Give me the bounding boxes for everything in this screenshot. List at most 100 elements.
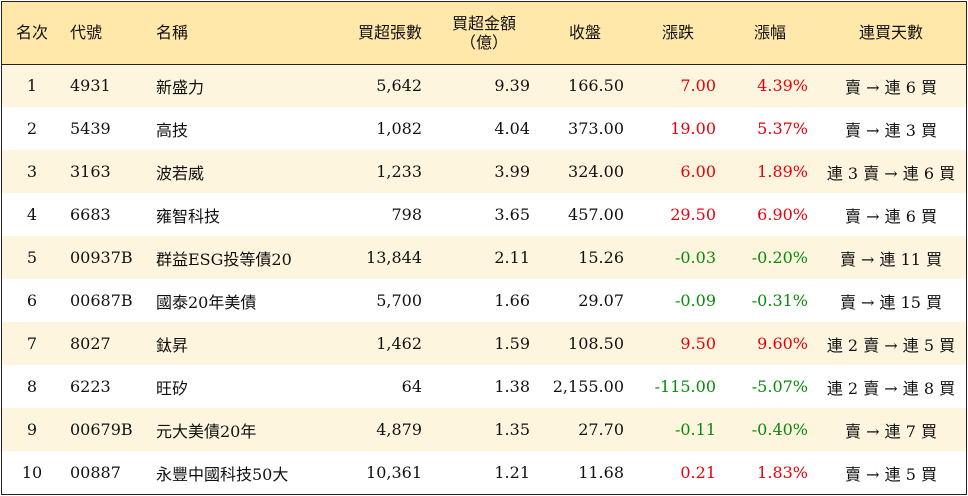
cell-consecutive-days: 連 3 賣 → 連 6 買 (826, 163, 956, 183)
cell-net-buy-amount: 4.04 (494, 119, 530, 138)
cell-net-buy-amount: 2.11 (494, 248, 530, 267)
cell-change-pct: -0.31% (751, 291, 808, 310)
cell-change: 7.00 (680, 76, 716, 96)
cell-rank: 9 (26, 420, 38, 439)
table-row: 10 00887 永豐中國科技50大 10,361 1.21 11.68 0.21 1.83%… (2, 451, 966, 494)
cell-change: 0.21 (680, 463, 716, 482)
cell-code: 00887 (70, 463, 121, 482)
header-net-buy-amount: 買超金額 （億） (430, 2, 538, 65)
cell-code: 00679B (70, 420, 133, 439)
cell-name: 雍智科技 (156, 206, 221, 226)
table-row: 3 3163 波若威 1,233 3.99 324.00 6.00 1.89% 連 3 賣 → … (2, 150, 966, 193)
cell-rank: 1 (26, 76, 38, 96)
cell-consecutive-days: 賣 → 連 15 買 (839, 292, 943, 312)
header-change: 漲跌 (632, 2, 724, 65)
cell-net-buy-amount: 1.59 (494, 334, 530, 353)
cell-net-buy-shares: 5,700 (376, 291, 422, 310)
cell-net-buy-amount: 1.21 (494, 463, 530, 482)
cell-net-buy-shares: 1,082 (376, 119, 422, 138)
cell-net-buy-amount: 1.35 (494, 420, 530, 439)
header-row: 名次 代號 名稱 買超張數 買超金額 （億） 收盤 漲跌 漲幅 連買天數 (2, 2, 966, 65)
cell-consecutive-days: 賣 → 連 3 買 (845, 120, 937, 140)
cell-consecutive-days: 連 2 賣 → 連 5 買 (826, 335, 956, 355)
cell-name: 群益ESG投等債20 (156, 249, 292, 269)
cell-change: 9.50 (680, 334, 716, 353)
cell-code: 6223 (70, 377, 111, 396)
cell-change-pct: 4.39% (757, 76, 808, 96)
cell-code: 5439 (70, 119, 111, 138)
cell-name: 新盛力 (156, 77, 205, 97)
cell-change-pct: -0.40% (751, 420, 808, 439)
cell-change: 6.00 (680, 162, 716, 181)
cell-code: 00937B (70, 248, 133, 267)
table-body: 1 4931 新盛力 5,642 9.39 166.50 7.00 4.39% 賣 → 連 6 … (2, 64, 966, 494)
cell-change-pct: 1.89% (757, 162, 808, 181)
cell-close: 166.50 (568, 76, 624, 96)
header-net-buy-amount-line2: （億） (459, 32, 508, 52)
table-row: 4 6683 雍智科技 798 3.65 457.00 29.50 6.90% 賣 → 連 6 … (2, 193, 966, 236)
cell-net-buy-amount: 1.38 (494, 377, 530, 396)
cell-change: -0.11 (674, 420, 716, 439)
header-code: 代號 (62, 2, 146, 65)
cell-net-buy-shares: 4,879 (376, 420, 422, 439)
cell-consecutive-days: 賣 → 連 6 買 (845, 206, 937, 226)
cell-close: 27.70 (578, 420, 624, 439)
cell-rank: 2 (26, 119, 38, 138)
cell-net-buy-shares: 798 (391, 205, 422, 224)
header-name: 名稱 (146, 2, 326, 65)
cell-net-buy-shares: 13,844 (366, 248, 422, 267)
cell-net-buy-amount: 1.66 (494, 291, 530, 310)
table-row: 9 00679B 元大美債20年 4,879 1.35 27.70 -0.11 -0.40% 賣… (2, 408, 966, 451)
cell-close: 29.07 (578, 291, 624, 310)
cell-change: -0.09 (674, 291, 716, 310)
header-rank: 名次 (2, 2, 62, 65)
cell-change: -115.00 (654, 377, 716, 396)
cell-code: 3163 (70, 162, 111, 181)
cell-change-pct: 5.37% (757, 119, 808, 138)
table-row: 1 4931 新盛力 5,642 9.39 166.50 7.00 4.39% 賣 → 連 6 … (2, 64, 966, 107)
cell-name: 國泰20年美債 (156, 292, 257, 312)
cell-change-pct: -5.07% (751, 377, 808, 396)
cell-close: 108.50 (568, 334, 624, 353)
cell-consecutive-days: 連 2 賣 → 連 8 買 (826, 378, 956, 398)
cell-net-buy-shares: 1,462 (376, 334, 422, 353)
cell-close: 324.00 (568, 162, 624, 181)
table-row: 6 00687B 國泰20年美債 5,700 1.66 29.07 -0.09 -0.31% 賣… (2, 279, 966, 322)
cell-rank: 6 (26, 291, 38, 310)
cell-close: 11.68 (578, 463, 624, 482)
cell-change-pct: 9.60% (757, 334, 808, 353)
cell-name: 元大美債20年 (156, 421, 257, 441)
header-net-buy-amount-line1: 買超金額 (451, 13, 516, 33)
cell-change: -0.03 (674, 248, 716, 267)
cell-net-buy-amount: 3.99 (494, 162, 530, 181)
cell-change-pct: 1.83% (757, 463, 808, 482)
cell-change: 19.00 (670, 119, 716, 138)
cell-code: 4931 (70, 76, 111, 96)
cell-code: 00687B (70, 291, 133, 310)
cell-rank: 8 (26, 377, 38, 396)
cell-close: 2,155.00 (552, 377, 624, 396)
cell-net-buy-shares: 1,233 (376, 162, 422, 181)
header-consecutive-days: 連買天數 (816, 2, 966, 65)
cell-consecutive-days: 賣 → 連 5 買 (845, 464, 937, 484)
cell-net-buy-shares: 5,642 (376, 76, 422, 96)
header-change-pct: 漲幅 (724, 2, 816, 65)
table-row: 2 5439 高技 1,082 4.04 373.00 19.00 5.37% 賣 → 連 3 … (2, 107, 966, 150)
cell-name: 波若威 (156, 163, 205, 183)
cell-net-buy-amount: 3.65 (494, 205, 530, 224)
cell-code: 8027 (70, 334, 111, 353)
cell-name: 永豐中國科技50大 (156, 464, 289, 484)
cell-net-buy-amount: 9.39 (494, 76, 530, 96)
cell-name: 高技 (156, 120, 189, 140)
cell-rank: 4 (26, 205, 38, 224)
cell-change-pct: 6.90% (757, 205, 808, 224)
cell-code: 6683 (70, 205, 111, 224)
table-row: 7 8027 鈦昇 1,462 1.59 108.50 9.50 9.60% 連 2 賣 → 連… (2, 322, 966, 365)
table-row: 8 6223 旺矽 64 1.38 2,155.00 -115.00 -5.07% 連 2 賣 … (2, 365, 966, 408)
table-row: 5 00937B 群益ESG投等債20 13,844 2.11 15.26 -0.03 -0.… (2, 236, 966, 279)
cell-close: 457.00 (568, 205, 624, 224)
header-close: 收盤 (538, 2, 632, 65)
cell-rank: 3 (26, 162, 38, 181)
